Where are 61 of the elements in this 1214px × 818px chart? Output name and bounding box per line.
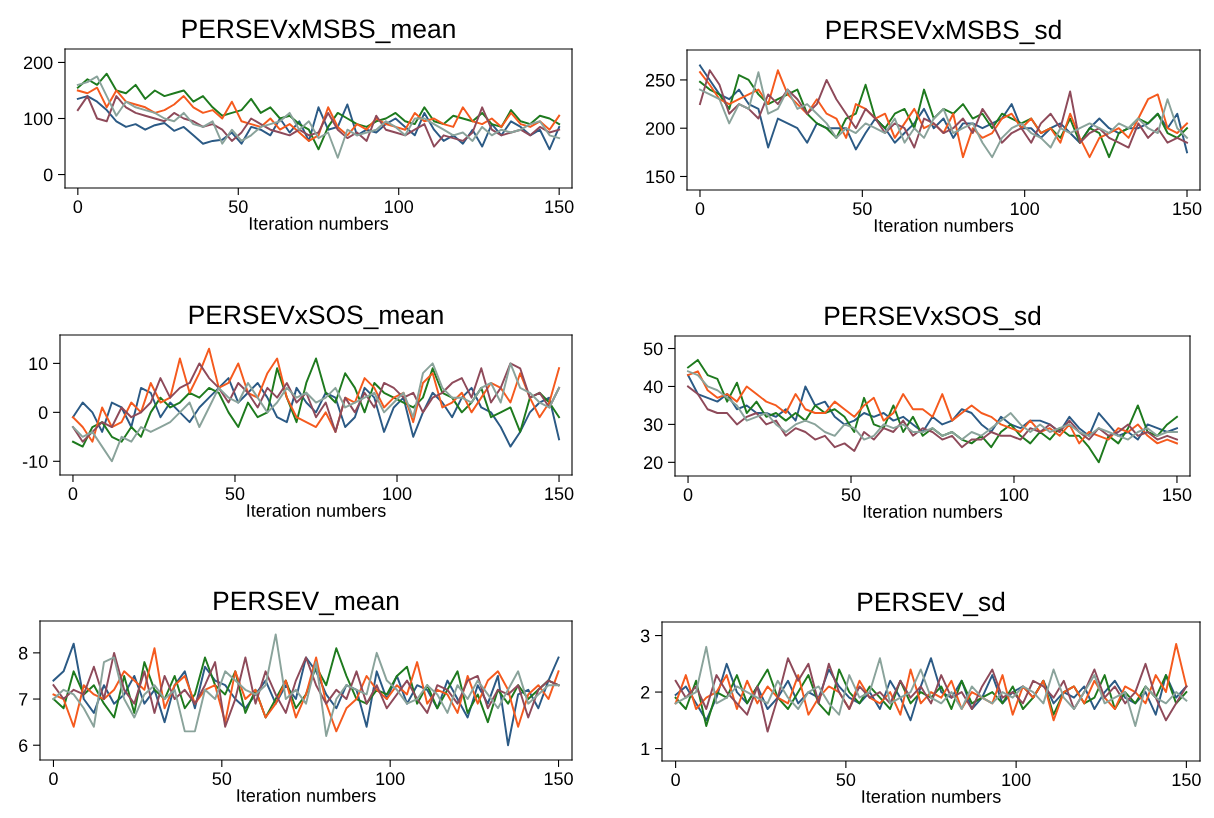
y-tick-label: 0	[38, 406, 48, 420]
y-tick-label: 0	[43, 168, 53, 182]
y-tick-label: 2	[641, 686, 650, 699]
chart-title: PERSEVxSOS_sd	[825, 305, 1041, 331]
x-axis-title: Iteration numbers	[247, 503, 386, 517]
y-tick-label: 6	[19, 739, 28, 752]
chart-title: PERSEVxSOS_mean	[189, 305, 443, 330]
y-tick-label: 3	[640, 629, 650, 643]
x-tick-label: 100	[1002, 773, 1031, 787]
line-series	[76, 86, 561, 142]
y-tick-label: 30	[643, 418, 663, 432]
chart-title: PERSEVxMSBS_sd	[826, 19, 1061, 45]
x-tick-label: 100	[1010, 202, 1040, 216]
x-tick-label: 50	[228, 200, 248, 214]
y-tick-label: 20	[644, 456, 663, 470]
x-tick-label: 150	[1163, 488, 1192, 502]
y-tick-label: 1	[641, 742, 650, 756]
y-tick-label: 150	[646, 170, 675, 184]
x-tick-label: 100	[385, 200, 414, 214]
x-tick-label: 50	[853, 202, 872, 216]
line-series	[674, 668, 1188, 727]
x-tick-label: 50	[841, 488, 861, 502]
line-series	[687, 358, 1178, 464]
x-tick-label: 150	[1173, 202, 1202, 216]
x-tick-label: 50	[225, 487, 245, 501]
y-tick-label: 200	[23, 56, 53, 70]
chart-title: PERSEVxMSBS_mean	[182, 19, 455, 44]
x-tick-label: 0	[683, 488, 693, 502]
x-tick-label: 100	[383, 487, 412, 501]
x-tick-label: 150	[545, 200, 574, 214]
x-tick-label: 100	[376, 772, 405, 786]
line-series	[52, 642, 560, 747]
x-tick-label: 0	[695, 202, 705, 216]
y-tick-label: 10	[29, 357, 48, 371]
line-series	[52, 633, 560, 737]
x-axis-title: Iteration numbers	[862, 789, 1001, 803]
line-series	[687, 385, 1178, 452]
line-series	[71, 377, 561, 448]
x-tick-label: 150	[544, 772, 573, 786]
chart-title: PERSEV_mean	[214, 591, 399, 616]
x-tick-label: 150	[1172, 773, 1201, 787]
y-tick-label: 40	[643, 380, 663, 394]
y-tick-label: 200	[645, 122, 675, 135]
y-tick-label: 8	[18, 646, 28, 660]
x-axis-title: Iteration numbers	[237, 788, 376, 802]
x-tick-label: 150	[545, 487, 574, 501]
x-axis-title: Iteration numbers	[874, 218, 1014, 232]
x-axis-title: Iteration numbers	[249, 216, 389, 230]
line-series	[71, 362, 561, 463]
x-axis-title: Iteration numbers	[863, 504, 1003, 518]
x-tick-label: 100	[1000, 488, 1029, 502]
x-tick-label: 50	[836, 773, 856, 787]
y-tick-label: 7	[19, 693, 28, 706]
x-tick-label: 0	[73, 200, 83, 214]
chart-title: PERSEV_sd	[858, 591, 1005, 617]
y-tick-label: 100	[24, 112, 53, 126]
y-tick-label: -10	[22, 455, 48, 469]
y-tick-label: 250	[645, 73, 675, 87]
x-tick-label: 50	[212, 772, 232, 786]
x-tick-label: 0	[68, 487, 78, 501]
y-tick-label: 50	[643, 342, 663, 356]
